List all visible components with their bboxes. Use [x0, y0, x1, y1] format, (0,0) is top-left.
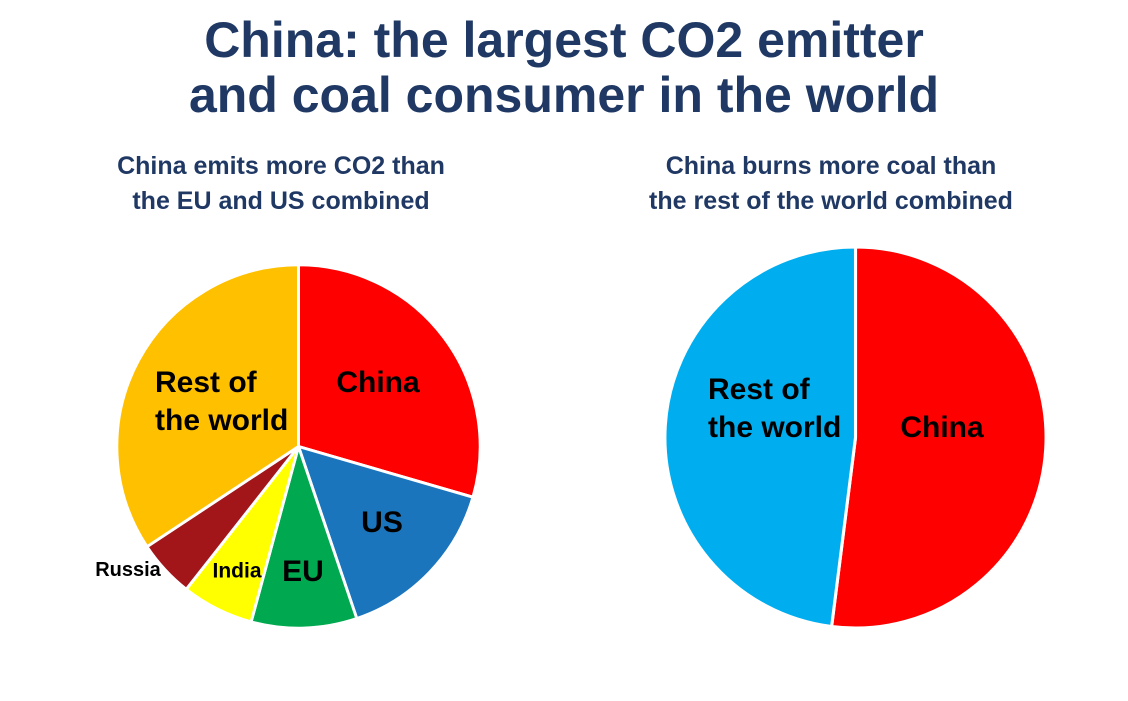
co2-chart-title-line2: the EU and US combined	[132, 187, 430, 215]
pie-slice-rest-of-the-world	[115, 263, 300, 549]
pie-slice-eu	[249, 445, 359, 630]
pie-slice-china	[297, 263, 482, 499]
slide-title: China: the largest CO2 emitter and coal …	[0, 13, 1128, 123]
slide-title-line2: and coal consumer in the world	[188, 67, 940, 123]
co2-slice-label-russia: Russia	[95, 559, 161, 581]
co2-slice-label-india: India	[212, 559, 262, 583]
slide-title-line1: China: the largest CO2 emitter	[204, 12, 924, 68]
co2-slice-label-eu: EU	[282, 555, 324, 588]
coal-pie-chart: China Rest of the world	[663, 245, 1048, 630]
co2-pie-chart: China US EU India Russia Rest of the wor…	[95, 263, 482, 630]
co2-pie-svg	[115, 263, 482, 630]
coal-chart-title: China burns more coal than the rest of t…	[601, 149, 1061, 219]
co2-slice-label-us: US	[361, 506, 403, 539]
co2-slice-label-china: China	[336, 366, 420, 399]
co2-slice-label-rest-of-world: Rest of the world	[155, 366, 289, 437]
coal-pie-svg	[663, 245, 1048, 630]
pie-slice-rest-of-the-world	[663, 245, 858, 629]
pie-slice-us	[297, 445, 475, 621]
co2-chart-title: China emits more CO2 than the EU and US …	[61, 149, 501, 219]
co2-chart-title-line1: China emits more CO2 than	[117, 152, 445, 180]
pie-slice-china	[830, 245, 1048, 630]
coal-slice-label-china: China	[900, 411, 984, 444]
coal-chart-title-line2: the rest of the world combined	[649, 187, 1013, 215]
coal-chart-title-line1: China burns more coal than	[665, 152, 997, 180]
coal-slice-label-rest-of-world: Rest of the world	[708, 373, 842, 444]
